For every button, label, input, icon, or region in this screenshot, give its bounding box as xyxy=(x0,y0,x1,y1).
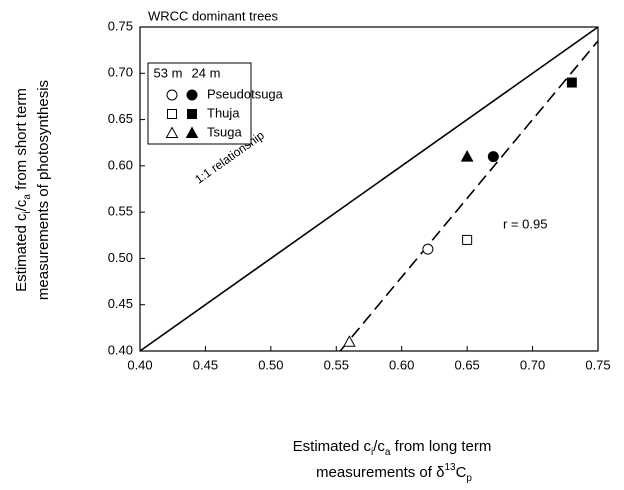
reference-line xyxy=(139,26,599,352)
axis-label: Estimated ci/ca from long term xyxy=(293,438,492,458)
x-tick-label: 0.40 xyxy=(127,357,152,372)
x-tick-label: 0.55 xyxy=(324,357,349,372)
x-tick-label: 0.70 xyxy=(520,357,545,372)
y-tick-label: 0.40 xyxy=(108,342,133,357)
axis-label-part: measurements of photosynthesis xyxy=(35,80,52,300)
y-tick-label: 0.50 xyxy=(108,250,133,265)
legend-marker xyxy=(186,89,198,101)
legend-marker xyxy=(185,126,199,138)
axis-label: measurements of photosynthesis xyxy=(35,80,52,300)
y-tick-label: 0.75 xyxy=(108,18,133,33)
point xyxy=(422,243,434,255)
axis-label-part: p xyxy=(466,473,472,484)
axis-label: measurements of δ13Cp xyxy=(316,462,472,484)
axis-label-part: Estimated c xyxy=(13,213,30,292)
axis-label-part: Estimated c xyxy=(293,438,372,455)
y-tick-label: 0.70 xyxy=(108,65,133,80)
point xyxy=(460,150,474,162)
reference-line xyxy=(339,40,599,352)
axis-label-part: /c xyxy=(373,438,385,455)
legend-column-header: 24 m xyxy=(192,65,221,80)
legend-marker xyxy=(167,109,177,119)
axis-label-part: /c xyxy=(13,199,30,211)
axis-label-part: 13 xyxy=(444,462,456,473)
axis-label-part: from short term xyxy=(13,88,30,194)
axis-label-part: from long term xyxy=(390,438,491,455)
legend-column-header: 53 m xyxy=(154,65,183,80)
point xyxy=(566,77,577,88)
axis-label-part: measurements of δ xyxy=(316,464,444,481)
legend-marker xyxy=(187,109,197,119)
axis-label-part: a xyxy=(385,447,391,458)
legend-label: Tsuga xyxy=(207,124,242,139)
axis-label-part: i xyxy=(22,211,33,213)
legend-box xyxy=(147,62,252,145)
line-annotation: r = 0.95 xyxy=(503,216,547,231)
y-tick-label: 0.65 xyxy=(108,111,133,126)
point xyxy=(462,234,473,245)
x-tick-label: 0.45 xyxy=(193,357,218,372)
x-tick-label: 0.60 xyxy=(389,357,414,372)
legend-label: Thuja xyxy=(207,105,240,120)
axis-label-part: C xyxy=(456,464,467,481)
axis-label: Estimated ci/ca from short term xyxy=(13,88,33,292)
axis-label-part: a xyxy=(22,194,33,200)
x-tick-label: 0.75 xyxy=(585,357,610,372)
axis-label-part: i xyxy=(371,447,373,458)
legend-label: Pseudotsuga xyxy=(207,86,284,101)
plot-frame xyxy=(139,26,599,352)
point xyxy=(487,151,499,163)
x-tick-label: 0.50 xyxy=(258,357,283,372)
legend-marker xyxy=(166,89,178,101)
point xyxy=(343,335,356,347)
y-tick-label: 0.55 xyxy=(108,204,133,219)
legend-marker xyxy=(165,126,179,138)
x-tick-label: 0.65 xyxy=(454,357,479,372)
y-tick-label: 0.60 xyxy=(108,157,133,172)
y-tick-label: 0.45 xyxy=(108,296,133,311)
chart-title: WRCC dominant trees xyxy=(148,8,279,23)
